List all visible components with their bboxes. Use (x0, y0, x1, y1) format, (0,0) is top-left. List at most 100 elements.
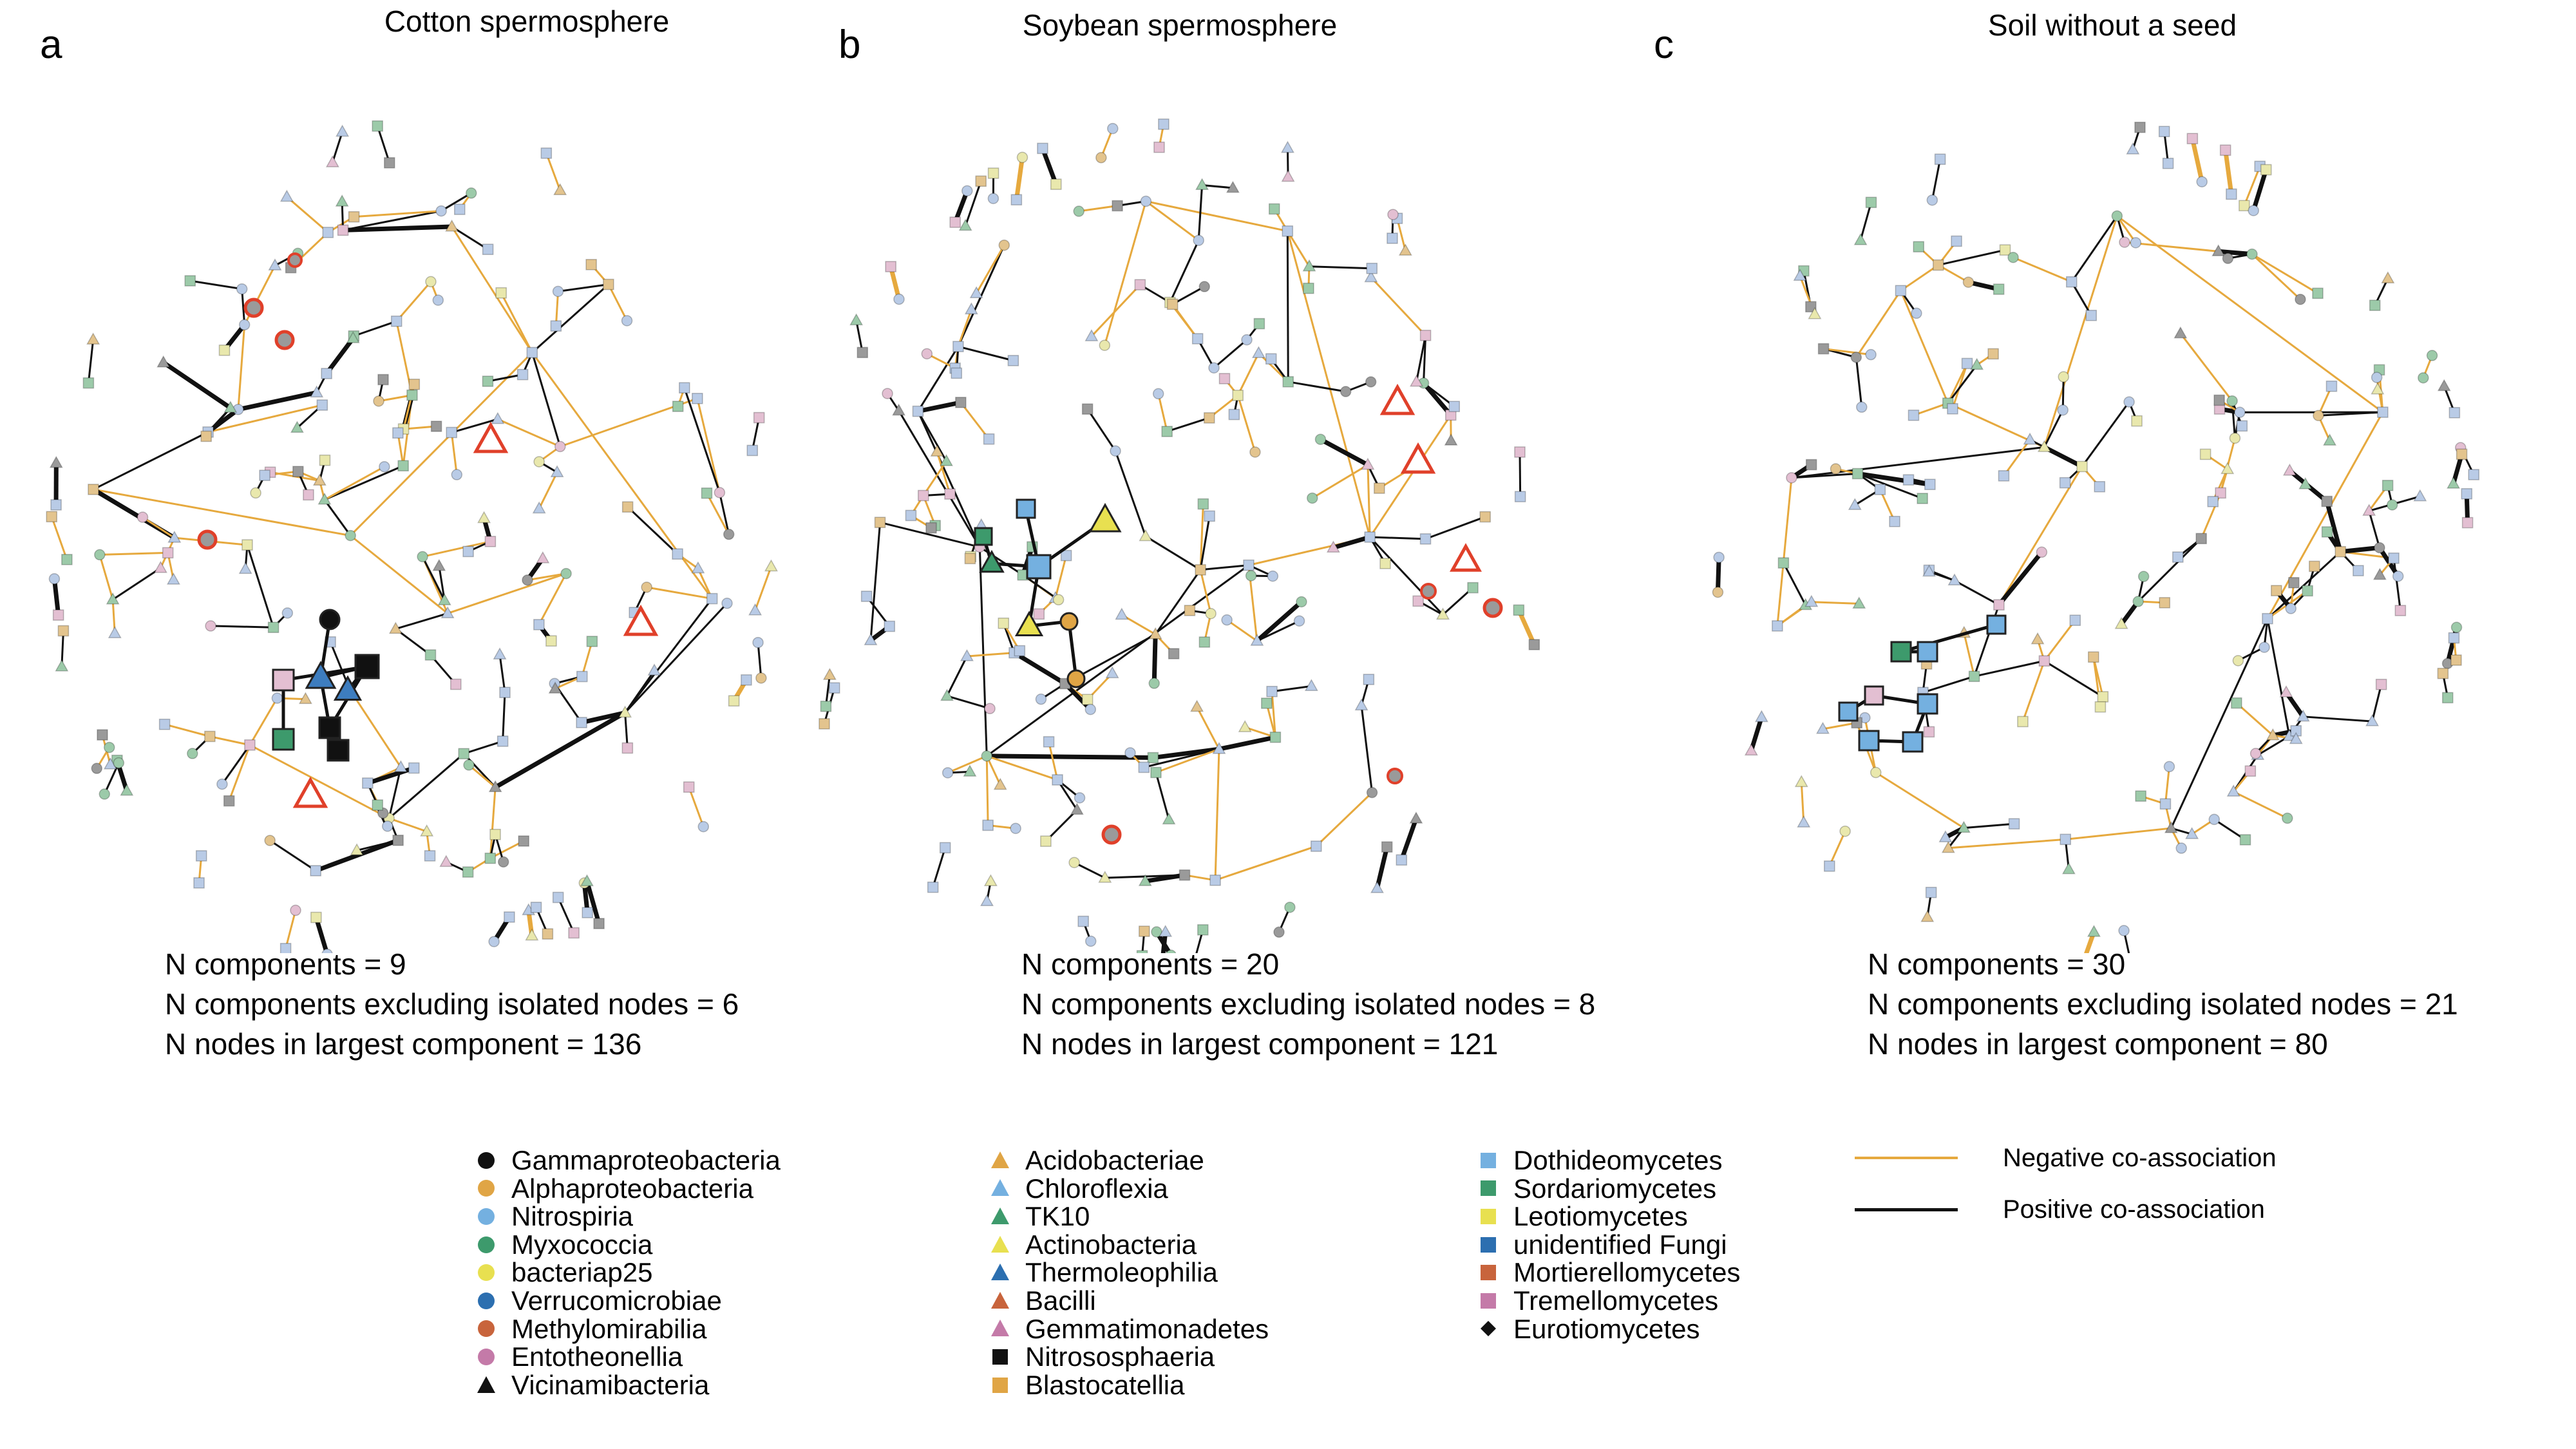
network-edge (1900, 264, 1939, 292)
network-edge (2081, 401, 2130, 468)
network-node (279, 189, 294, 202)
circle-marker-icon (478, 1208, 495, 1225)
network-edge (285, 910, 297, 949)
network-edge (824, 675, 831, 706)
network-node (113, 757, 125, 769)
legend-label: unidentified Fungi (1513, 1229, 1727, 1260)
network-node (1249, 446, 1261, 458)
network-node (1409, 811, 1423, 824)
legend-item: TK10 (989, 1202, 1269, 1231)
network-node (350, 843, 364, 856)
network-node (1084, 703, 1097, 715)
network-node (425, 276, 437, 288)
network-edge (1199, 516, 1211, 571)
diamond-marker-icon (1481, 1321, 1496, 1337)
network-node (1205, 607, 1217, 620)
network-node (2282, 463, 2297, 476)
network-node (1412, 595, 1424, 607)
network-node (200, 430, 212, 442)
network-edge (52, 578, 61, 616)
network-edge (1215, 845, 1317, 882)
network-node (892, 403, 906, 416)
network-node (292, 776, 328, 808)
network-node (983, 874, 998, 887)
network-node (542, 928, 554, 940)
network-node (984, 703, 996, 715)
legend-label: Mortierellomycetes (1513, 1257, 1741, 1288)
network-node (408, 762, 420, 774)
network-node (392, 427, 404, 439)
network-node (2371, 382, 2385, 395)
network-edge (957, 309, 972, 347)
legend-column-bacteria-1: Gammaproteobacteria Alphaproteobacteria Ni… (475, 1146, 781, 1399)
network-node (218, 345, 231, 356)
network-edge (1399, 818, 1419, 861)
legend-negative-label: Negative co-association (2003, 1143, 2277, 1172)
network-node (2087, 925, 2101, 937)
network-node (1261, 697, 1273, 709)
network-node (2353, 565, 2364, 576)
network-edge (2043, 620, 2076, 662)
network-node (52, 609, 64, 621)
network-node (488, 780, 502, 792)
triangle-marker-icon (991, 1235, 1009, 1253)
network-node (2231, 697, 2242, 709)
network-node (1148, 627, 1162, 639)
network-node (167, 531, 182, 543)
network-edge (463, 740, 504, 755)
network-node (1208, 362, 1220, 374)
legend-item: Methylomirabilia (475, 1314, 781, 1343)
network-node (1253, 317, 1265, 330)
network-node (2295, 294, 2306, 305)
network-edge (397, 433, 404, 466)
network-node (99, 788, 111, 800)
network-node (88, 484, 99, 495)
network-node (2296, 709, 2310, 722)
network-node (2118, 925, 2130, 936)
network-edge (1014, 156, 1025, 200)
network-node (2388, 552, 2400, 564)
network-node (1361, 457, 1375, 470)
network-node (377, 807, 389, 819)
network-node (325, 155, 339, 167)
network-edge (2163, 131, 2170, 164)
network-node (1365, 376, 1377, 388)
network-node (1853, 232, 1868, 245)
network-edge (1370, 276, 1426, 336)
network-node (2162, 157, 2174, 169)
network-edge (985, 755, 989, 826)
network-node (2134, 121, 2146, 133)
network-node (1870, 766, 1882, 779)
network-node (1923, 726, 1935, 738)
network-edge (2065, 827, 2172, 840)
network-node (1074, 792, 1086, 804)
network-edge (1309, 265, 1372, 270)
network-edge (1415, 335, 1427, 383)
network-node (1858, 730, 1880, 752)
network-edge (2235, 702, 2274, 737)
network-edge (324, 464, 404, 501)
network-node (1007, 355, 1019, 366)
network-node (2302, 585, 2313, 597)
network-edge (376, 126, 391, 164)
legend-label: Acidobacteriae (1025, 1145, 1204, 1175)
network-node (2058, 371, 2070, 383)
network-node (1998, 470, 2010, 482)
network-node (952, 341, 964, 352)
network-node (495, 287, 507, 299)
square-marker-icon (1481, 1265, 1496, 1281)
network-edge (324, 466, 385, 501)
network-node (205, 620, 216, 632)
network-edge (1256, 620, 1300, 642)
network-node (963, 764, 977, 777)
network-node (451, 469, 463, 480)
legend-negative-edge: Negative co-association (1855, 1132, 2277, 1184)
network-edge (99, 551, 168, 556)
network-node (1026, 554, 1052, 580)
network-node (1917, 641, 1938, 663)
network-node (94, 549, 106, 561)
network-edge (489, 787, 497, 858)
network-node (857, 346, 869, 359)
network-node (1212, 742, 1226, 754)
network-edge (209, 735, 251, 746)
